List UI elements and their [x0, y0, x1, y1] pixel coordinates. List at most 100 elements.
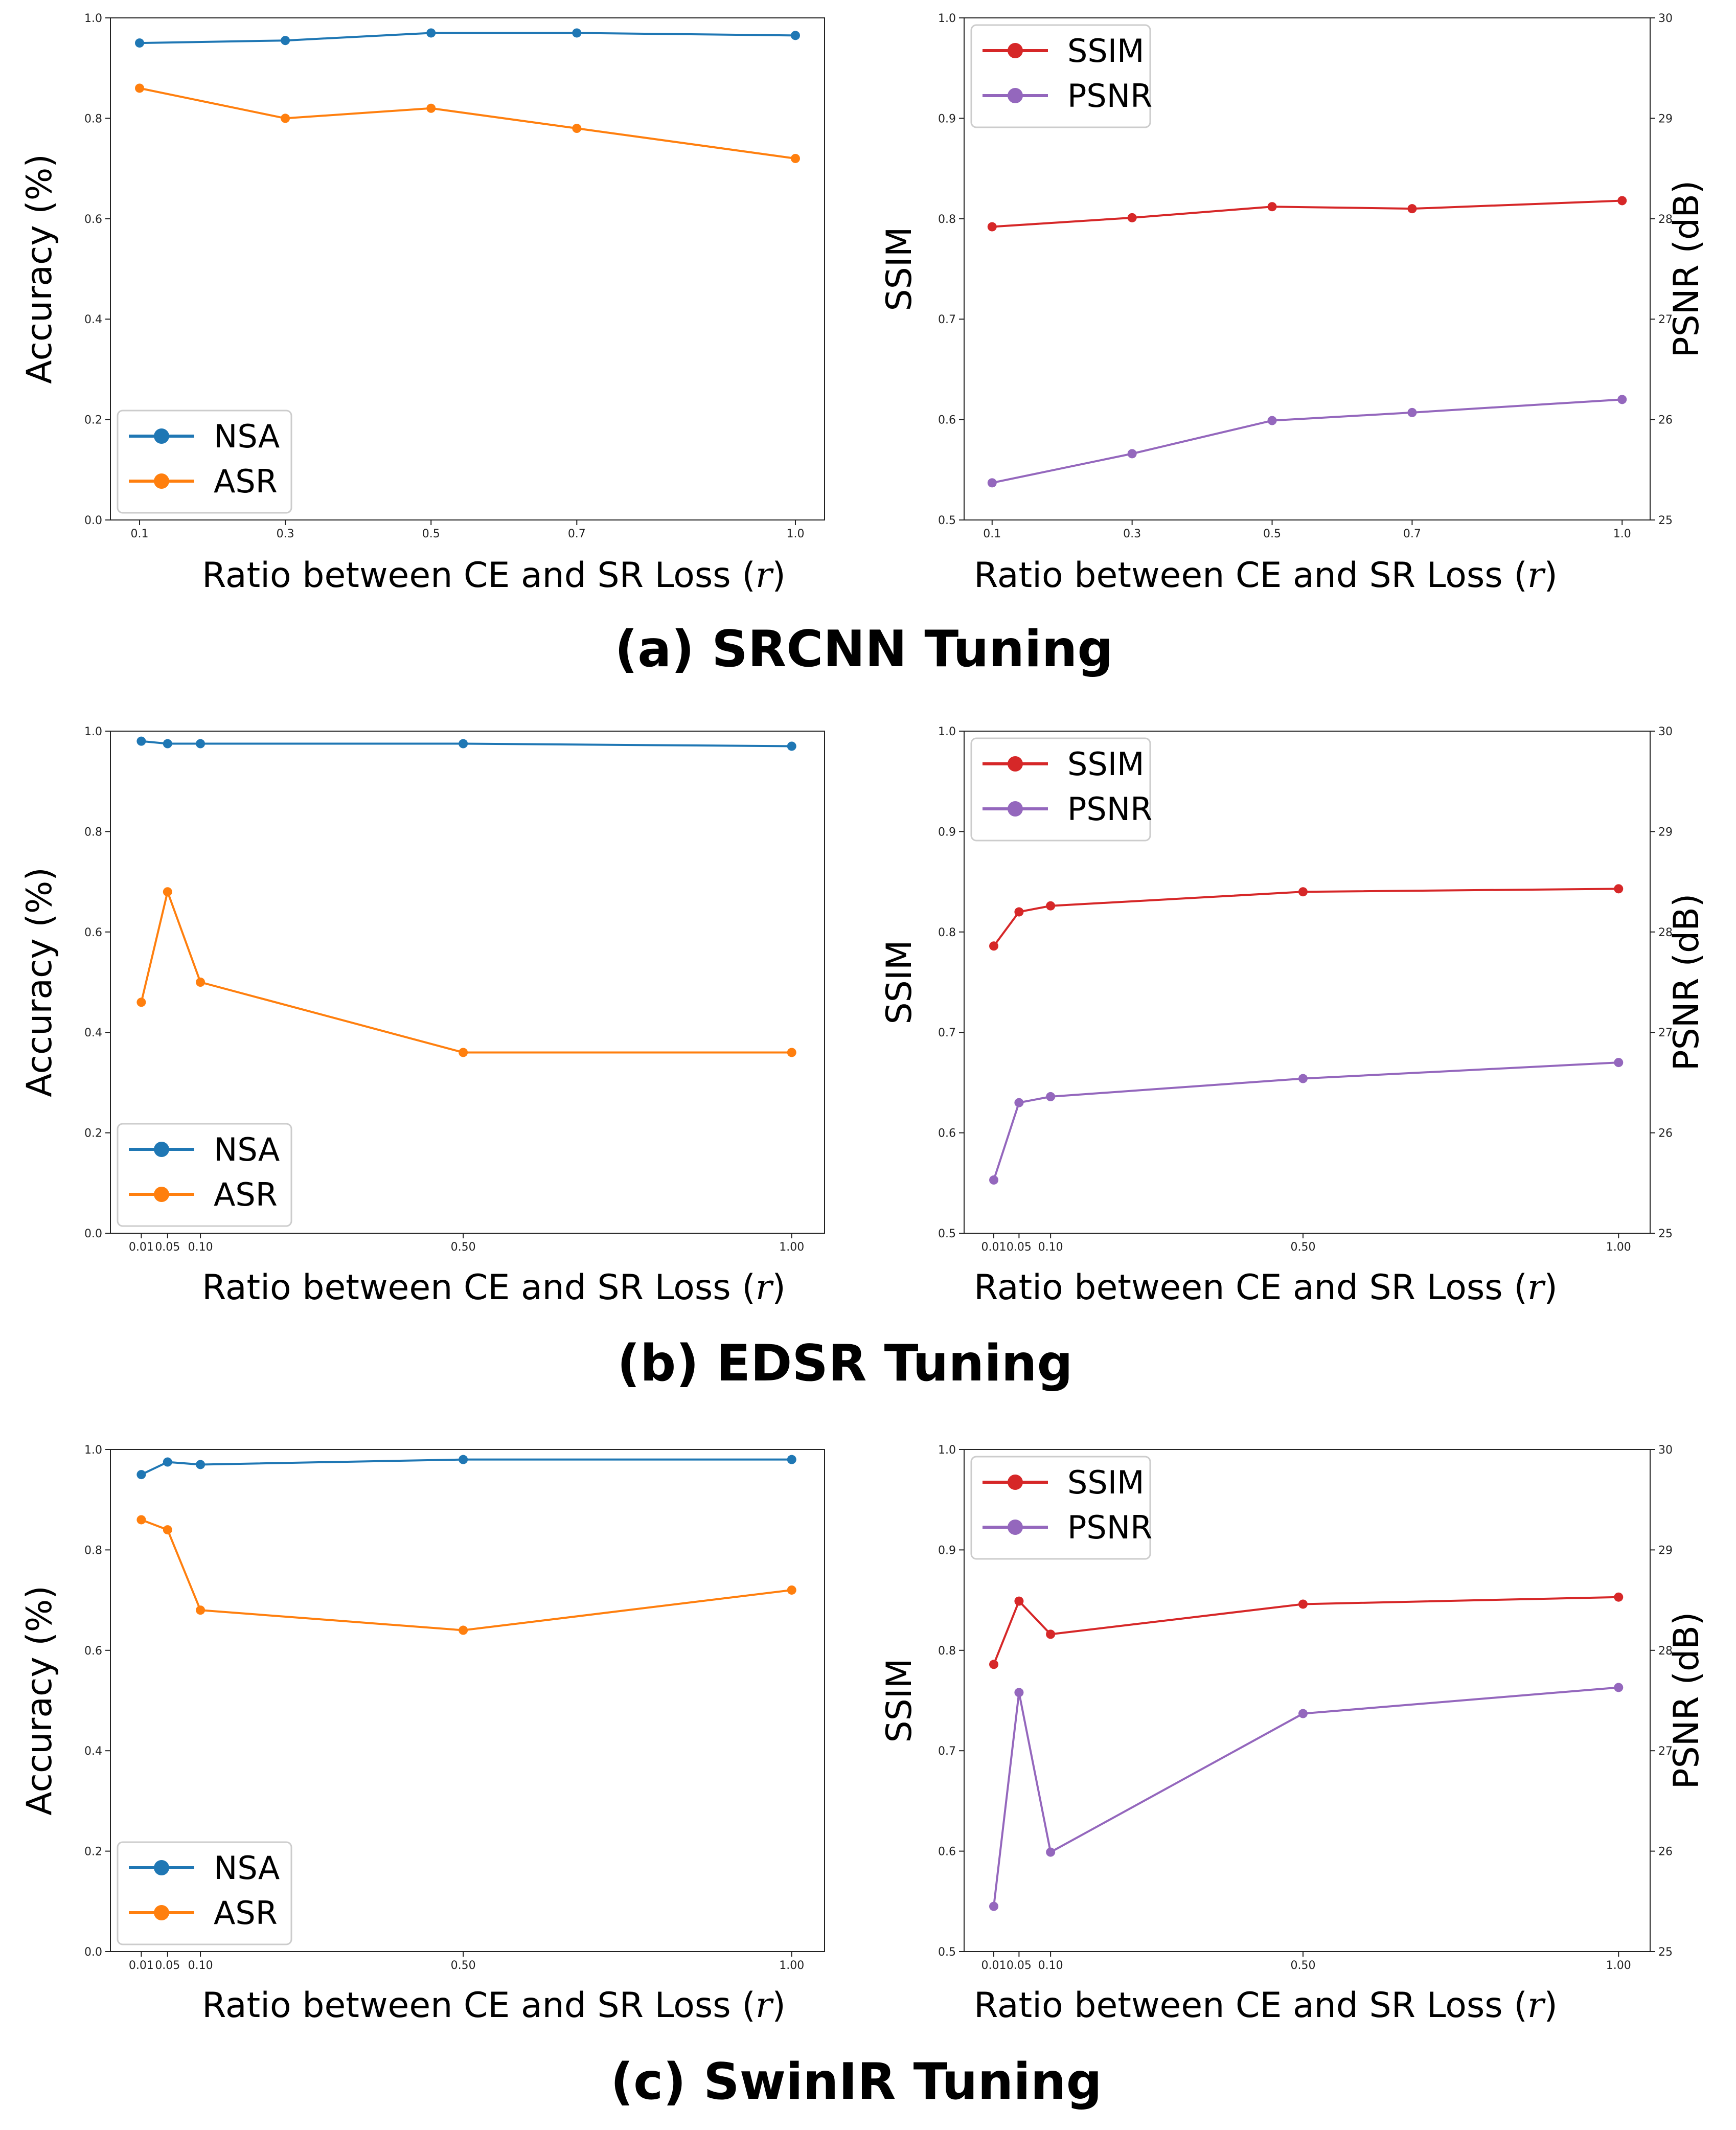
data-point-nsa	[136, 1470, 146, 1480]
x-tick-label: 0.10	[188, 1959, 213, 1972]
y-tick-label: 0.8	[938, 1645, 956, 1658]
x-tick-label: 1.00	[779, 1241, 804, 1254]
legend-label-nsa: NSA	[214, 418, 280, 455]
x-tick-label: 1.00	[1606, 1959, 1631, 1972]
x-tick-label: 0.01	[981, 1241, 1007, 1254]
y2-tick-label: 30	[1658, 12, 1673, 25]
y-tick-label: 0.8	[938, 213, 956, 226]
y-tick-label: 1.0	[84, 1444, 102, 1457]
legend-marker-asr	[154, 1905, 169, 1920]
y2-tick-label: 25	[1658, 1946, 1673, 1959]
y2-tick-label: 28	[1658, 213, 1673, 226]
x-axis-label: Ratio between CE and SR Loss (r)	[202, 555, 786, 596]
data-point-asr	[459, 1048, 468, 1057]
data-point-psnr	[1267, 416, 1277, 425]
data-point-psnr	[1614, 1683, 1624, 1692]
x-tick-label: 1.0	[1613, 528, 1631, 540]
y-tick-label: 0.4	[84, 1745, 102, 1758]
y-tick-label: 0.6	[84, 1645, 102, 1658]
y-tick-label: 0.2	[84, 1846, 102, 1859]
data-point-asr	[135, 83, 145, 93]
x-tick-label: 0.3	[277, 528, 294, 540]
y-tick-label: 0.5	[938, 1946, 956, 1959]
y2-tick-label: 29	[1658, 112, 1673, 125]
data-point-asr	[459, 1625, 468, 1635]
data-point-asr	[281, 114, 290, 123]
y2-tick-label: 29	[1658, 1544, 1673, 1557]
x-axis-label: Ratio between CE and SR Loss (r)	[202, 1267, 786, 1308]
x-tick-label: 1.0	[786, 528, 804, 540]
plot-frame	[110, 1449, 825, 1952]
y-tick-label: 0.6	[938, 1127, 956, 1140]
y-tick-label: 0.9	[938, 826, 956, 839]
x-tick-label: 0.1	[131, 528, 149, 540]
y-tick-label: 0.6	[938, 1846, 956, 1859]
y-tick-label: 0.6	[84, 213, 102, 226]
data-point-ssim	[1617, 196, 1627, 206]
y-axis-label: Accuracy (%)	[19, 154, 60, 384]
data-point-psnr	[989, 1901, 999, 1911]
legend-marker-ssim	[1008, 756, 1023, 772]
y-tick-label: 0.7	[938, 1745, 956, 1758]
data-point-psnr	[989, 1175, 999, 1185]
legend: NSA ASR	[117, 410, 292, 514]
data-point-nsa	[163, 739, 172, 749]
data-point-asr	[196, 1605, 205, 1615]
x-tick-label: 0.1	[983, 528, 1001, 540]
y-tick-label: 0.5	[938, 514, 956, 527]
x-tick-label: 0.3	[1123, 528, 1141, 540]
y-tick-label: 0.7	[938, 313, 956, 326]
y-axis-label: SSIM	[879, 226, 920, 311]
x-tick-label: 0.50	[1290, 1959, 1315, 1972]
x-axis-label: Ratio between CE and SR Loss (r)	[974, 1985, 1558, 2026]
data-point-psnr	[1617, 395, 1627, 404]
data-point-ssim	[1014, 1596, 1024, 1606]
plot-frame	[110, 731, 825, 1234]
data-point-ssim	[1298, 887, 1308, 897]
y-tick-label: 0.4	[84, 1027, 102, 1039]
y-tick-label: 1.0	[938, 12, 956, 25]
x-tick-label: 0.50	[451, 1959, 476, 1972]
x-tick-label: 0.7	[568, 528, 586, 540]
x-tick-label: 0.50	[451, 1241, 476, 1254]
y2-tick-label: 26	[1658, 414, 1673, 427]
x-tick-label: 0.01	[129, 1241, 154, 1254]
x-axis-label: Ratio between CE and SR Loss (r)	[974, 555, 1558, 596]
y-tick-label: 0.0	[84, 1228, 102, 1240]
legend-label-asr: ASR	[214, 463, 278, 500]
y2-tick-label: 30	[1658, 1444, 1673, 1457]
x-tick-label: 0.05	[1007, 1959, 1032, 1972]
y2-tick-label: 27	[1658, 1027, 1673, 1039]
data-point-asr	[787, 1585, 796, 1595]
data-point-ssim	[989, 1660, 999, 1669]
x-tick-label: 0.01	[981, 1959, 1007, 1972]
y2-tick-label: 28	[1658, 1645, 1673, 1658]
plot-frame	[964, 731, 1651, 1234]
y-tick-label: 0.0	[84, 514, 102, 527]
caption-swinir: (c) SwinIR Tuning	[610, 2053, 1102, 2111]
data-point-psnr	[1046, 1092, 1056, 1101]
legend-label-asr: ASR	[214, 1176, 278, 1213]
y2-tick-label: 26	[1658, 1846, 1673, 1859]
y2-tick-label: 25	[1658, 1228, 1673, 1240]
data-point-ssim	[1014, 907, 1024, 917]
data-point-ssim	[989, 941, 999, 951]
y-tick-label: 0.0	[84, 1946, 102, 1959]
legend-marker-nsa	[154, 1860, 169, 1875]
x-tick-label: 0.05	[155, 1959, 180, 1972]
data-point-nsa	[281, 36, 290, 46]
data-point-asr	[163, 1525, 172, 1535]
y-tick-label: 0.5	[938, 1228, 956, 1240]
x-tick-label: 0.5	[1263, 528, 1281, 540]
y-tick-label: 1.0	[84, 12, 102, 25]
y-tick-label: 0.9	[938, 112, 956, 125]
data-point-asr	[196, 978, 205, 987]
data-point-ssim	[987, 222, 997, 232]
y-tick-label: 0.8	[84, 826, 102, 839]
y-tick-label: 0.7	[938, 1027, 956, 1039]
data-point-psnr	[1298, 1709, 1308, 1718]
data-point-ssim	[1614, 1592, 1624, 1602]
x-tick-label: 1.00	[1606, 1241, 1631, 1254]
data-point-nsa	[135, 38, 145, 48]
data-point-nsa	[787, 741, 796, 751]
